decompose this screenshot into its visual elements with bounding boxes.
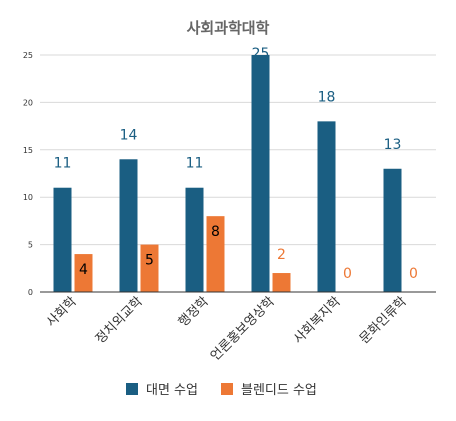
data-label: 8	[211, 224, 220, 240]
gridlines	[40, 54, 436, 246]
legend: 대면 수업 블렌디드 수업	[126, 383, 317, 398]
legend-swatch	[126, 383, 138, 395]
y-tick-label: 15	[23, 146, 33, 155]
data-label: 11	[186, 156, 204, 172]
y-tick-label: 5	[28, 241, 33, 250]
data-labels: 11 4 14 5 11 8 25 2 18 0 13 0	[54, 46, 418, 282]
y-tick-label: 25	[23, 51, 33, 60]
data-label: 4	[79, 262, 88, 278]
data-label: 0	[343, 266, 352, 282]
y-tick-label: 20	[23, 98, 33, 107]
x-tick-label: 문화인류학	[357, 294, 410, 347]
x-tick-label: 정치외교학	[93, 294, 146, 347]
data-label: 14	[120, 127, 138, 143]
y-axis: 0 5 10 15 20 25	[23, 51, 33, 297]
bar-blended	[140, 244, 159, 292]
bar-face-to-face	[317, 121, 336, 292]
bar-blended	[272, 273, 291, 292]
bar-face-to-face	[119, 159, 138, 292]
bar-face-to-face	[383, 168, 402, 292]
data-label: 13	[384, 137, 402, 153]
data-label: 25	[252, 46, 270, 62]
bar-face-to-face	[53, 187, 72, 292]
legend-label: 블렌디드 수업	[241, 383, 317, 398]
x-tick-label: 언론홍보영상학	[208, 294, 278, 364]
x-tick-label: 사회복지학	[291, 294, 344, 347]
y-tick-label: 10	[23, 193, 33, 202]
chart-title: 사회과학대학	[187, 19, 270, 37]
bar-face-to-face	[185, 187, 204, 292]
data-label: 18	[318, 89, 336, 105]
legend-swatch	[221, 383, 233, 395]
data-label: 11	[54, 156, 72, 172]
bar-face-to-face	[251, 55, 270, 292]
x-tick-label: 행정학	[175, 293, 212, 330]
data-label: 2	[277, 247, 286, 263]
x-tick-label: 사회학	[44, 294, 80, 330]
legend-label: 대면 수업	[146, 383, 198, 398]
bar-blended	[206, 216, 225, 292]
bar-blended	[74, 254, 93, 292]
y-tick-label: 0	[28, 288, 33, 297]
data-label: 5	[145, 253, 154, 269]
bars	[53, 55, 402, 292]
data-label: 0	[409, 266, 418, 282]
